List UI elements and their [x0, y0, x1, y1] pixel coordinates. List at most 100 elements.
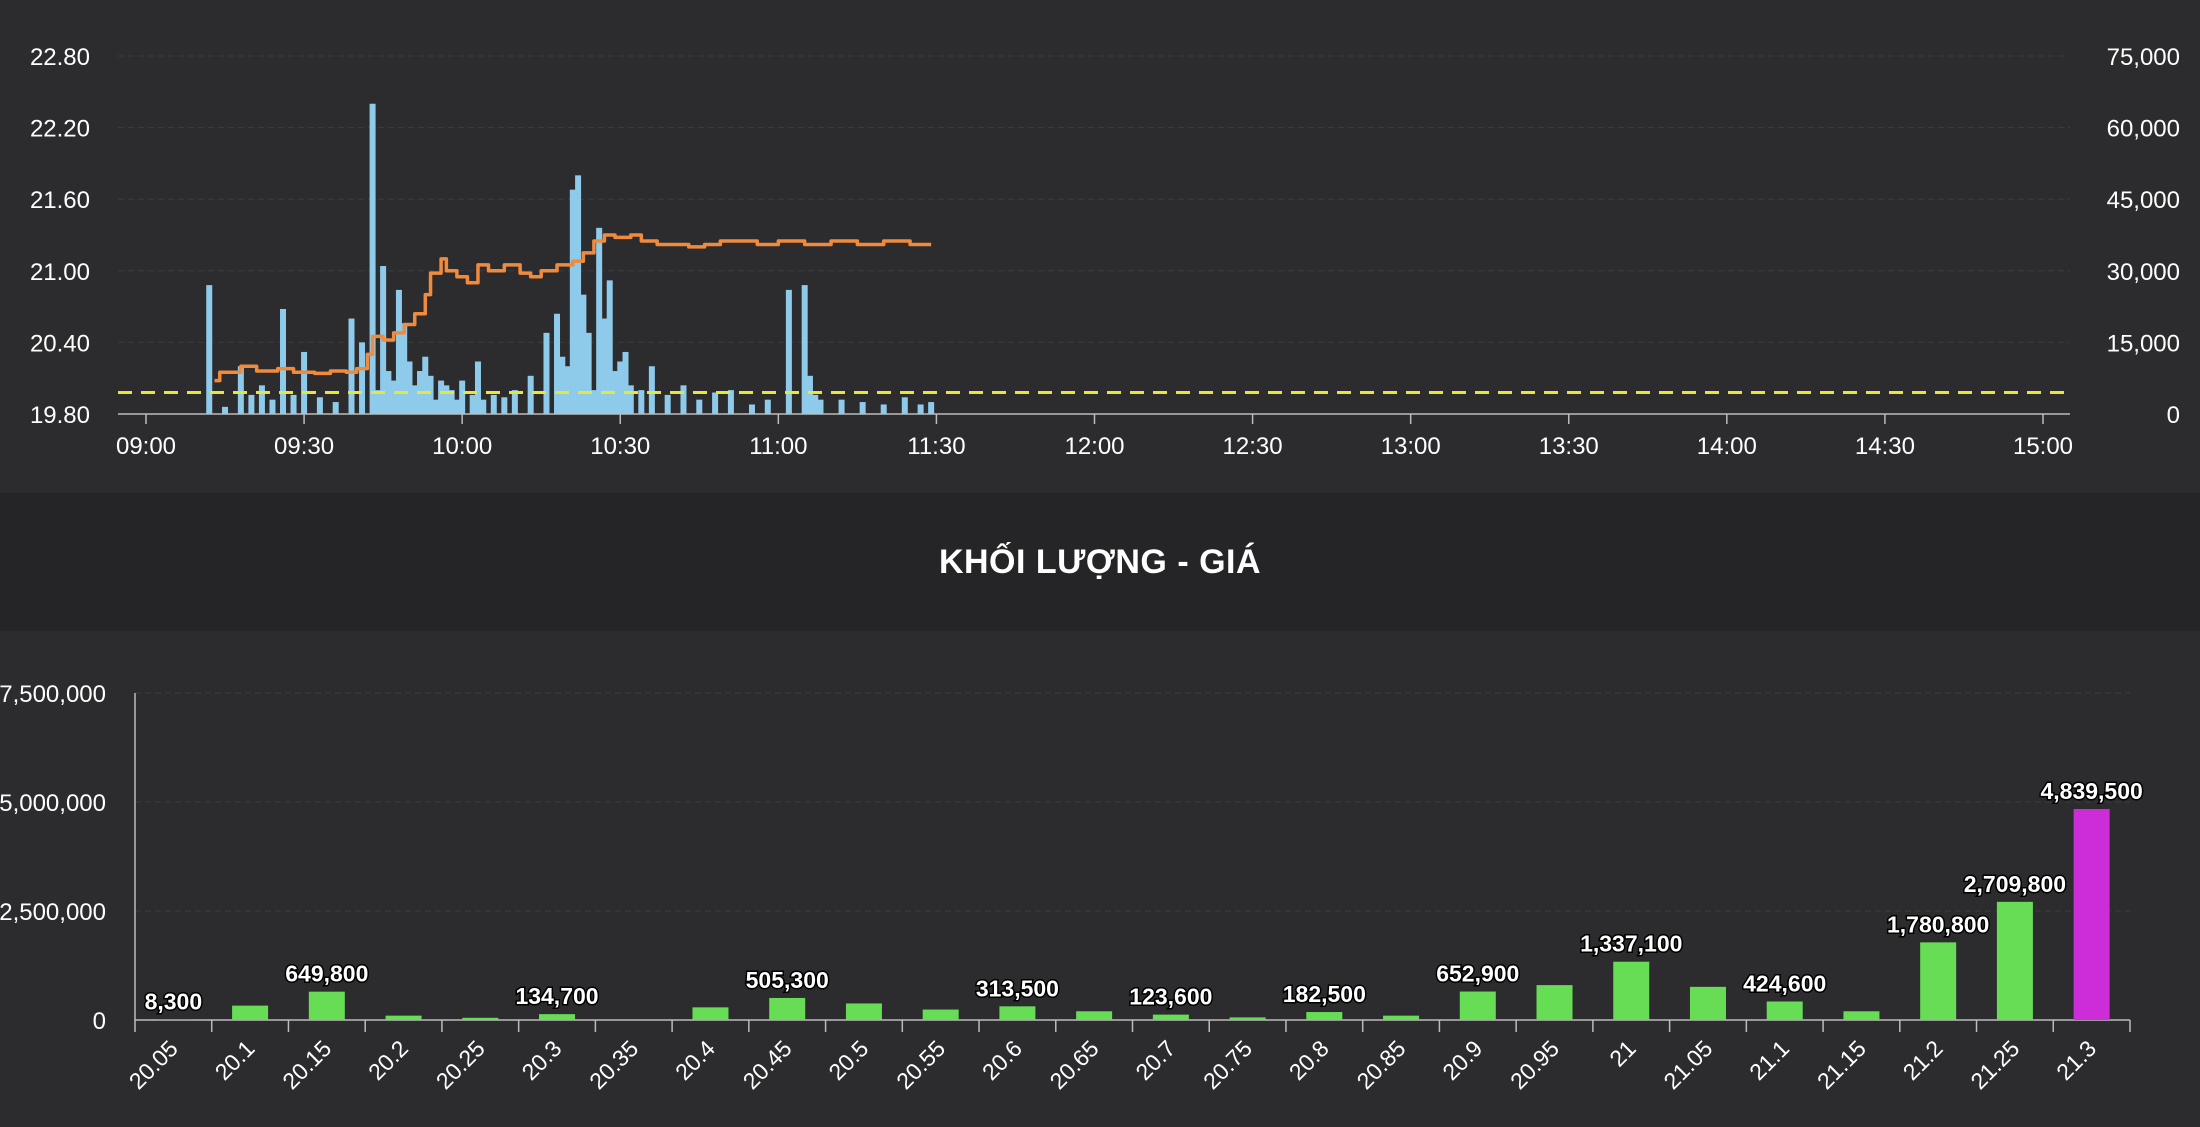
data-label: 424,600 — [1743, 970, 1826, 996]
volume-bar — [649, 366, 655, 414]
data-label: 505,300 — [746, 967, 829, 993]
volume-bar — [396, 290, 402, 414]
y-right-tick-label: 75,000 — [2107, 44, 2180, 71]
volume-bar — [596, 228, 602, 414]
volume-bar — [786, 290, 792, 414]
volume-bar — [349, 319, 355, 414]
x-tick-label: 21 — [1604, 1035, 1640, 1071]
data-label: 1,337,100 — [1580, 931, 1682, 957]
bar — [232, 1006, 268, 1020]
bar — [1230, 1017, 1266, 1020]
volume-bar — [385, 371, 391, 414]
volume-bar — [470, 395, 476, 414]
volume-bar — [628, 385, 634, 414]
volume-bar — [712, 393, 718, 414]
data-label: 134,700 — [515, 983, 598, 1009]
volume-bar — [860, 402, 866, 414]
bar — [2074, 809, 2110, 1020]
bar — [692, 1007, 728, 1020]
x-tick-label: 12:30 — [1223, 433, 1283, 460]
volume-bar — [206, 285, 212, 414]
x-tick-label: 20.3 — [517, 1035, 567, 1085]
bar — [1537, 985, 1573, 1020]
x-tick-label: 20.6 — [977, 1035, 1027, 1085]
y-tick-label: 0 — [93, 1008, 106, 1035]
bar — [1843, 1011, 1879, 1020]
bar — [999, 1006, 1035, 1020]
y-left-tick-label: 21.00 — [30, 259, 90, 286]
volume-bar — [459, 381, 465, 414]
y-right-tick-label: 15,000 — [2107, 330, 2180, 357]
volume-bar — [280, 309, 286, 414]
x-tick-label: 21.05 — [1658, 1035, 1717, 1094]
volume-bar — [902, 397, 908, 414]
data-label: 1,780,800 — [1887, 911, 1989, 937]
x-tick-label: 09:30 — [274, 433, 334, 460]
x-tick-label: 20.1 — [210, 1035, 260, 1085]
volume-bar — [680, 385, 686, 414]
x-tick-label: 20.2 — [363, 1035, 413, 1085]
volume-bar — [575, 175, 581, 414]
volume-bar — [601, 319, 607, 414]
volume-bar — [881, 404, 887, 414]
volume-bar — [802, 285, 808, 414]
volume-bar — [807, 376, 813, 414]
x-tick-label: 20.7 — [1130, 1035, 1180, 1085]
volume-bar — [475, 361, 481, 414]
data-label: 649,800 — [285, 961, 368, 987]
bar — [1920, 942, 1956, 1020]
volume-bar — [391, 381, 397, 414]
volume-bar — [812, 395, 818, 414]
bar — [309, 992, 345, 1020]
y-left-tick-label: 22.20 — [30, 116, 90, 143]
volume-bar — [570, 190, 576, 414]
x-tick-label: 20.95 — [1505, 1035, 1564, 1094]
volume-bar — [406, 361, 412, 414]
bar — [1460, 992, 1496, 1020]
volume-bar — [580, 295, 586, 414]
y-left-tick-label: 20.40 — [30, 330, 90, 357]
volume-bar — [839, 400, 845, 414]
x-tick-label: 20.35 — [584, 1035, 643, 1094]
y-right-tick-label: 45,000 — [2107, 187, 2180, 214]
bar — [1383, 1016, 1419, 1020]
x-tick-label: 20.75 — [1198, 1035, 1257, 1094]
x-tick-label: 12:00 — [1064, 433, 1124, 460]
volume-bar — [665, 395, 671, 414]
x-tick-label: 13:30 — [1539, 433, 1599, 460]
volume-bar — [412, 385, 418, 414]
data-label: 4,839,500 — [2040, 778, 2142, 804]
volume-bar — [749, 404, 755, 414]
bar — [769, 998, 805, 1020]
x-tick-label: 09:00 — [116, 433, 176, 460]
bar — [539, 1014, 575, 1020]
bar — [1767, 1001, 1803, 1020]
x-tick-label: 20.9 — [1437, 1035, 1487, 1085]
x-tick-label: 21.25 — [1965, 1035, 2024, 1094]
y-right-tick-label: 30,000 — [2107, 259, 2180, 286]
x-tick-label: 10:00 — [432, 433, 492, 460]
volume-bar — [333, 402, 339, 414]
volume-bar — [480, 400, 486, 414]
x-tick-label: 10:30 — [590, 433, 650, 460]
bar — [923, 1010, 959, 1020]
bar — [1690, 987, 1726, 1020]
y-right-tick-label: 0 — [2167, 402, 2180, 429]
data-label: 2,709,800 — [1964, 871, 2066, 897]
volume-bar — [565, 366, 571, 414]
bar — [1306, 1012, 1342, 1020]
volume-bar — [638, 390, 644, 414]
x-tick-label: 11:30 — [907, 433, 965, 460]
volume-bar — [559, 357, 565, 414]
data-label: 8,300 — [145, 989, 203, 1015]
y-left-tick-label: 19.80 — [30, 402, 90, 429]
volume-bar — [269, 400, 275, 414]
x-tick-label: 11:00 — [749, 433, 807, 460]
x-tick-label: 20.8 — [1284, 1035, 1334, 1085]
y-left-tick-label: 21.60 — [30, 187, 90, 214]
volume-bar — [301, 352, 307, 414]
x-tick-label: 20.45 — [738, 1035, 797, 1094]
volume-bar — [543, 333, 549, 414]
x-tick-label: 20.15 — [277, 1035, 336, 1094]
